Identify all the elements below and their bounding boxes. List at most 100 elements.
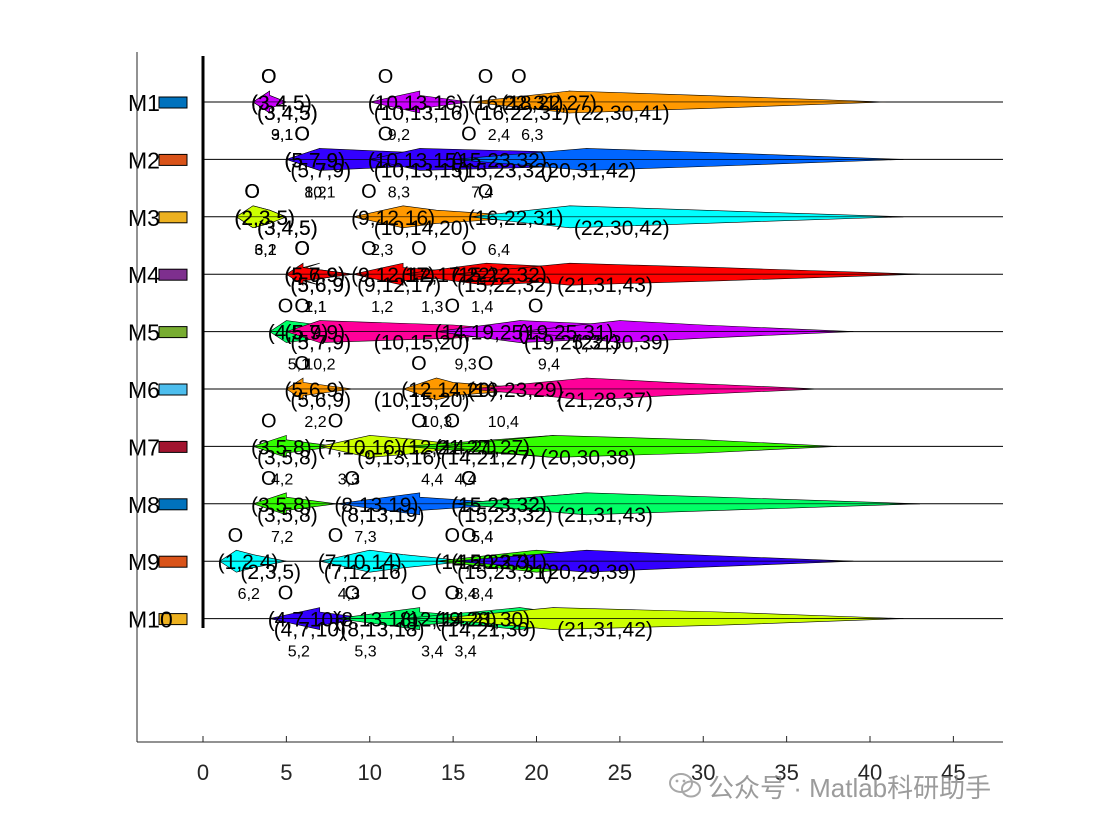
operation-labels: (3,4,5)(3,4,5)O3,1(3,4,5)(3,4,5)O9,1(10,…: [218, 66, 670, 661]
operation-id-label: 7,4: [471, 184, 493, 201]
operation-id-label: 5,2: [288, 644, 310, 661]
start-triple-label: (9,12,17): [351, 264, 435, 287]
operation-id-label: 10,1: [304, 184, 335, 201]
operation-id-label: 9,1: [271, 127, 293, 144]
end-triple-label: (8,13,19): [340, 504, 424, 527]
end-triple-label: (21,31,43): [557, 274, 653, 297]
x-tick-label: 15: [441, 760, 465, 785]
operation-marker: O: [461, 468, 477, 490]
operation-marker: O: [328, 410, 344, 432]
operation-bar-lower: [453, 273, 921, 286]
operation-marker: O: [294, 238, 310, 260]
operation-marker: O: [378, 66, 394, 88]
end-triple-label: (5,6,9): [290, 274, 351, 297]
operation-id-label: 10,2: [304, 357, 335, 374]
operation-id-label: 3,2: [254, 242, 276, 259]
start-triple-label: (15,23,32): [451, 149, 547, 172]
operation-bar-lower: [453, 159, 904, 171]
operation-bar-lower: [252, 446, 337, 458]
operation-id-label: 5,1: [288, 357, 310, 374]
start-triple-label: (15,23,32): [451, 494, 547, 517]
operation-id-label: 7,2: [271, 529, 293, 546]
end-triple-label: (10,13,15): [374, 159, 470, 182]
operation-marker: O: [228, 525, 244, 547]
operation-marker: O: [461, 123, 477, 145]
start-triple-label: (3,5,8): [251, 436, 312, 459]
machine-legend-swatch: [158, 211, 188, 224]
operation-id-label: 8,2: [304, 184, 326, 201]
end-triple-label: (10,15,20): [374, 332, 470, 355]
operation-marker: O: [244, 181, 260, 203]
operation-marker: O: [411, 353, 427, 375]
axes: 0 5 10 15 20 25 30 35 40 45: [136, 52, 1003, 785]
start-triple-label: (14,19,25): [434, 322, 530, 345]
x-tick-label: 40: [858, 760, 882, 785]
machine-label: M7: [128, 434, 160, 460]
operation-id-label: 10,4: [488, 414, 519, 431]
operation-id-label: 2,4: [488, 127, 510, 144]
operation-marker: O: [444, 296, 460, 318]
machine-label: M6: [128, 377, 160, 403]
start-triple-label: (3,5,8): [251, 494, 312, 517]
operation-id-label: 5,4: [471, 529, 493, 546]
operation-marker: O: [344, 583, 360, 605]
operation-marker: O: [378, 123, 394, 145]
operation-bar-lower: [469, 388, 820, 401]
operation-id-label: 2,3: [371, 242, 393, 259]
operation-marker: O: [528, 296, 544, 318]
end-triple-label: (8,13,18): [340, 619, 424, 642]
start-triple-label: (10,13,15): [368, 149, 464, 172]
end-triple-label: (16,22,31): [474, 102, 570, 125]
operation-bar-lower: [453, 503, 921, 516]
operation-bars: [218, 90, 921, 630]
end-triple-label: (15,23,32): [457, 504, 553, 527]
machine-label: M2: [128, 147, 160, 173]
start-triple-label: (14,21,27): [434, 436, 530, 459]
operation-id-label: 8,4: [471, 586, 493, 603]
end-triple-label: (19,25,31): [524, 332, 620, 355]
operation-marker: O: [294, 123, 310, 145]
operation-id-label: 6,3: [521, 127, 543, 144]
operation-marker: O: [461, 468, 477, 490]
machine-label: M10: [128, 607, 173, 633]
end-triple-label: (14,21,27): [440, 446, 536, 469]
end-triple-label: (15,23,32): [457, 159, 553, 182]
wechat-icon: [669, 773, 701, 798]
operation-id-label: 3,4: [454, 644, 476, 661]
machine-legend-swatch: [158, 440, 188, 453]
end-triple-label: (10,13,16): [374, 102, 470, 125]
operation-bar-lower: [285, 273, 354, 286]
machine-label: M5: [128, 320, 160, 346]
operation-bar-lower: [469, 101, 887, 114]
end-triple-label: (3,4,5): [257, 102, 318, 125]
end-triple-label: (9,12,17): [357, 274, 441, 297]
machine-label: M8: [128, 492, 160, 518]
operation-bar-lower: [519, 331, 854, 343]
operation-marker: O: [294, 123, 310, 145]
operation-id-label: 7,3: [354, 529, 376, 546]
operation-id-label: 4,2: [271, 471, 293, 488]
x-tick-label: 10: [358, 760, 382, 785]
end-triple-label: (20,29,39): [541, 561, 637, 584]
end-triple-label: (15,22,32): [457, 274, 553, 297]
x-tick-label: 0: [197, 760, 209, 785]
end-triple-label: (5,6,9): [290, 274, 351, 297]
end-triple-label: (21,28,37): [557, 389, 653, 412]
operation-marker: O: [261, 410, 277, 432]
operation-id-label: 3,4: [421, 644, 443, 661]
end-triple-label: (9,13,16): [357, 446, 441, 469]
operation-id-label: 3,1: [271, 127, 293, 144]
start-triple-label: (19,25,31): [518, 322, 614, 345]
x-tick-label: 5: [280, 760, 292, 785]
watermark-text: 公众号 · Matlab科研助手: [708, 772, 992, 803]
operation-id-label: 1,3: [421, 299, 443, 316]
operation-bar-lower: [252, 503, 337, 516]
end-triple-label: (15,23,31): [457, 561, 553, 584]
end-triple-label: (10,14,20): [374, 217, 470, 240]
start-triple-label: (5,7,9): [284, 322, 345, 345]
end-triple-label: (4,7,10): [274, 619, 346, 642]
end-triple-label: (7,12,16): [324, 561, 408, 584]
operation-id-label: 10,3: [421, 414, 452, 431]
start-triple-label: (5,7,9): [284, 149, 345, 172]
